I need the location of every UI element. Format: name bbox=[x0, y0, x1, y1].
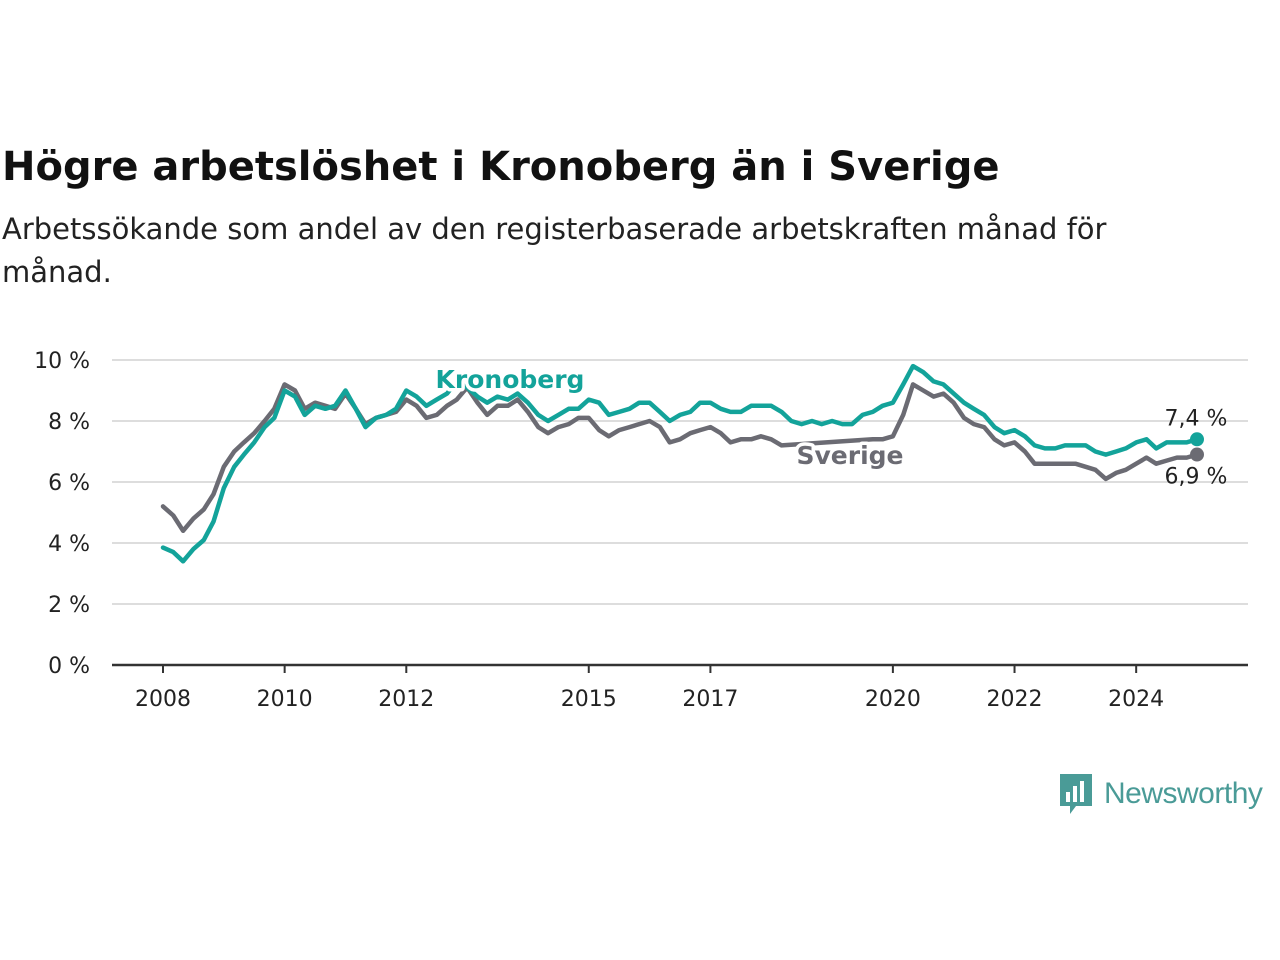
chart-title: Högre arbetslöshet i Kronoberg än i Sver… bbox=[2, 144, 1000, 190]
logo-text: Newsworthy bbox=[1104, 777, 1263, 810]
y-tick-label: 10 % bbox=[34, 349, 90, 374]
y-tick-label: 2 % bbox=[48, 593, 90, 618]
series-lines bbox=[160, 363, 1204, 564]
x-tick-label: 2008 bbox=[135, 687, 191, 712]
series-label-sverige-halo: Sverige bbox=[796, 441, 903, 470]
end-point-kronoberg bbox=[1190, 432, 1204, 447]
x-tick-label: 2020 bbox=[865, 687, 921, 712]
grid-lines bbox=[112, 359, 1248, 605]
end-point-sverige bbox=[1190, 447, 1204, 462]
newsworthy-chart-icon bbox=[1060, 774, 1092, 814]
series-line-kronoberg bbox=[160, 363, 1200, 564]
y-tick-label: 8 % bbox=[48, 410, 90, 435]
y-tick-label: 0 % bbox=[48, 654, 90, 679]
x-tick-label: 2022 bbox=[987, 687, 1043, 712]
series-line-sverige bbox=[160, 382, 1200, 534]
y-tick-label: 6 % bbox=[48, 471, 90, 496]
x-tick-label: 2010 bbox=[257, 687, 313, 712]
x-tick-label: 2012 bbox=[378, 687, 434, 712]
y-tick-label: 4 % bbox=[48, 532, 90, 557]
series-label-sverige: Sverige bbox=[796, 441, 903, 470]
x-tick-label: 2017 bbox=[682, 687, 738, 712]
y-axis-ticks: 0 % 2 % 4 % 6 % 8 % 10 % bbox=[34, 349, 90, 679]
x-tick-label: 2024 bbox=[1108, 687, 1164, 712]
series-label-kronoberg-halo: Kronoberg bbox=[436, 365, 585, 394]
newsworthy-logo: Newsworthy bbox=[1058, 772, 1263, 816]
end-label-kronoberg: 7,4 % bbox=[1165, 406, 1228, 431]
end-label-sverige: 6,9 % bbox=[1165, 465, 1228, 490]
x-axis: 2008 2010 2012 2015 2017 2020 2022 2024 bbox=[112, 663, 1248, 712]
chart-subtitle: Arbetssökande som andel av den registerb… bbox=[2, 212, 1107, 289]
x-tick-label: 2015 bbox=[561, 687, 617, 712]
series-label-kronoberg: Kronoberg bbox=[436, 365, 585, 394]
